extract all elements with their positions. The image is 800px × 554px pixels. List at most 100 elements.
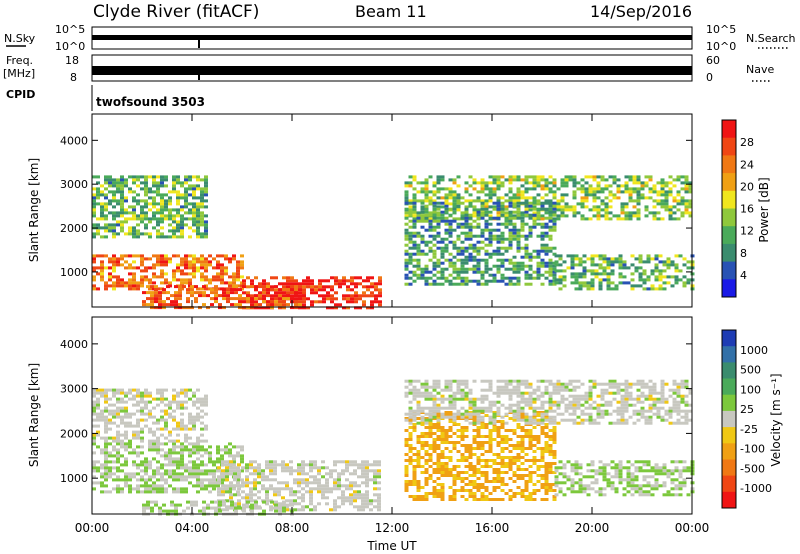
heatmap-cell [428, 465, 433, 468]
heatmap-cell [660, 385, 665, 389]
heatmap-cell [596, 181, 601, 185]
heatmap-cell [452, 196, 457, 200]
heatmap-cell [164, 463, 168, 467]
heatmap-cell [184, 281, 188, 285]
heatmap-cell [140, 484, 144, 488]
heatmap-cell [436, 403, 441, 407]
heatmap-cell [221, 490, 225, 494]
heatmap-cell [608, 205, 613, 209]
heatmap-cell [496, 441, 501, 444]
heatmap-cell [152, 442, 156, 446]
heatmap-cell [632, 397, 637, 401]
heatmap-cell [261, 487, 265, 491]
heatmap-cell [286, 282, 290, 286]
heatmap-cell [652, 388, 657, 392]
heatmap-cell [112, 436, 116, 440]
heatmap-cell [218, 294, 222, 298]
heatmap-cell [112, 226, 116, 230]
heatmap-cell [416, 211, 421, 215]
heatmap-cell [238, 303, 242, 307]
heatmap-cell [349, 460, 353, 464]
heatmap-cell [444, 429, 449, 432]
heatmap-cell [342, 297, 346, 301]
heatmap-cell [318, 285, 322, 289]
heatmap-cell [524, 270, 529, 274]
heatmap-cell [290, 503, 294, 507]
heatmap-cell [128, 445, 132, 449]
heatmap-cell [265, 496, 269, 500]
heatmap-cell [369, 478, 373, 482]
heatmap-cell [168, 260, 172, 264]
heatmap-cell [536, 175, 541, 179]
heatmap-cell [168, 448, 172, 452]
heatmap-cell [124, 220, 128, 224]
heatmap-cell [200, 275, 204, 279]
heatmap-cell [496, 228, 501, 232]
heatmap-cell [220, 457, 224, 461]
heatmap-cell [440, 178, 445, 182]
heatmap-cell [440, 249, 445, 253]
heatmap-cell [496, 498, 501, 501]
heatmap-cell [196, 490, 200, 494]
heatmap-cell [314, 300, 318, 304]
heatmap-cell [544, 270, 549, 274]
heatmap-cell [362, 285, 366, 289]
heatmap-cell [116, 199, 120, 203]
heatmap-cell [120, 184, 124, 188]
heatmap-cell [204, 193, 208, 197]
heatmap-cell [544, 184, 549, 188]
heatmap-cell [472, 264, 477, 268]
heatmap-cell [156, 223, 160, 227]
heatmap-cell [468, 388, 473, 392]
heatmap-cell [500, 441, 505, 444]
heatmap-cell [662, 281, 667, 285]
heatmap-cell [120, 202, 124, 206]
heatmap-cell [440, 270, 445, 274]
heatmap-cell [341, 493, 345, 497]
heatmap-cell [132, 460, 136, 464]
heatmap-cell [236, 269, 240, 273]
heatmap-cell [128, 190, 132, 194]
heatmap-cell [428, 199, 433, 203]
heatmap-cell [432, 450, 437, 453]
heatmap-cell [516, 201, 521, 205]
heatmap-cell [432, 486, 437, 489]
heatmap-cell [228, 451, 232, 455]
heatmap-cell [96, 181, 100, 185]
heatmap-cell [580, 421, 585, 425]
heatmap-cell [444, 199, 449, 203]
heatmap-cell [606, 266, 611, 270]
heatmap-cell [301, 496, 305, 500]
heatmap-cell [237, 493, 241, 497]
heatmap-cell [180, 235, 184, 239]
heatmap-cell [578, 263, 583, 267]
heatmap-cell [180, 463, 184, 467]
heatmap-cell [540, 231, 545, 235]
heatmap-cell [146, 285, 150, 289]
heatmap-cell [468, 480, 473, 483]
heatmap-cell [452, 264, 457, 268]
heatmap-cell [132, 229, 136, 233]
heatmap-cell [404, 207, 409, 211]
heatmap-cell [100, 484, 104, 488]
heatmap-cell [196, 196, 200, 200]
heatmap-cell [664, 400, 669, 404]
heatmap-cell [600, 214, 605, 218]
heatmap-cell [436, 282, 441, 286]
heatmap-cell [294, 285, 298, 289]
heatmap-cell [436, 456, 441, 459]
heatmap-cell [120, 409, 124, 413]
heatmap-cell [164, 388, 168, 392]
heatmap-cell [556, 400, 561, 404]
heatmap-cell [104, 223, 108, 227]
heatmap-cell [136, 454, 140, 458]
heatmap-cell [257, 472, 261, 476]
heatmap-cell [416, 267, 421, 271]
heatmap-cell [373, 499, 377, 503]
heatmap-cell [452, 204, 457, 208]
heatmap-cell [528, 394, 533, 398]
heatmap-cell [120, 281, 124, 285]
heatmap-cell [516, 270, 521, 274]
heatmap-cell [302, 285, 306, 289]
heatmap-cell [200, 193, 204, 197]
